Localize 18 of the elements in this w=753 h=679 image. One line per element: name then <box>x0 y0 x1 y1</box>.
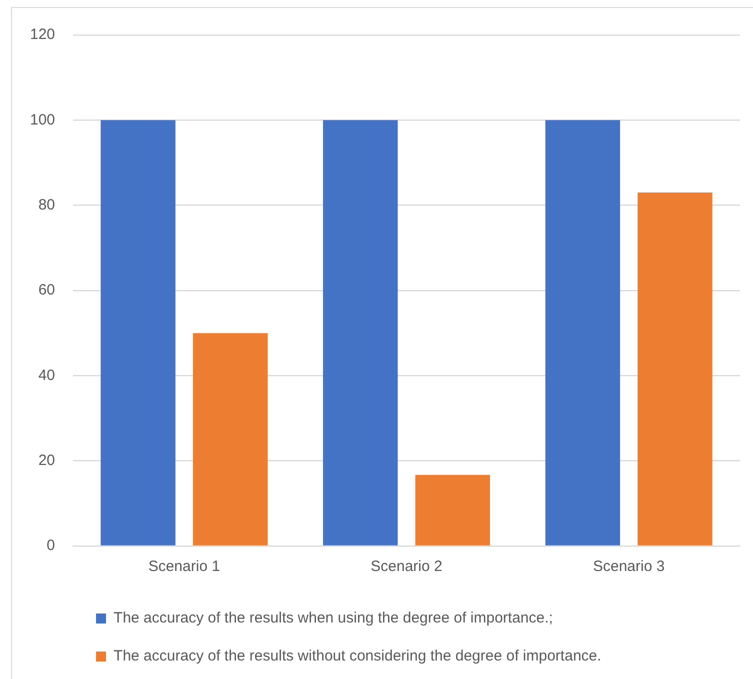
y-tick-label: 60 <box>38 282 56 299</box>
bar <box>100 120 176 546</box>
bar <box>545 120 620 546</box>
y-tick-label: 20 <box>38 452 56 469</box>
legend-label: The accuracy of the results when using the degree of importance.; <box>114 610 553 627</box>
legend-label: The accuracy of the results without considering the degree of importance. <box>114 648 602 665</box>
y-tick-label: 100 <box>30 111 56 128</box>
y-tick-label: 0 <box>46 537 56 554</box>
y-tick-label: 120 <box>30 26 56 44</box>
y-tick-label: 40 <box>38 366 56 384</box>
x-tick-label: Scenario 3 <box>592 558 665 576</box>
x-tick-label: Scenario 1 <box>148 558 220 576</box>
bar <box>192 333 268 546</box>
bar <box>638 192 712 546</box>
x-tick-label: Scenario 2 <box>370 558 442 576</box>
y-tick-label: 80 <box>38 196 56 214</box>
bar <box>415 474 490 546</box>
bar <box>323 120 398 546</box>
